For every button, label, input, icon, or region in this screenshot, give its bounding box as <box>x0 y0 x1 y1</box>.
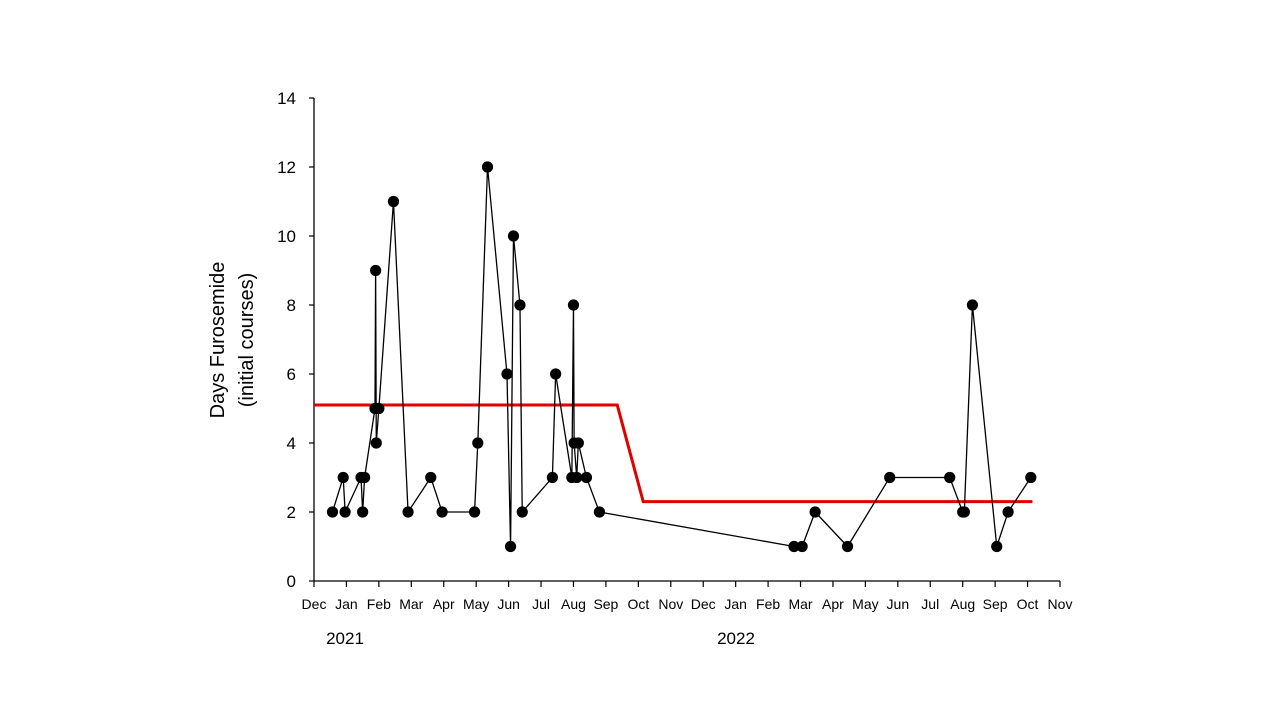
x-tick-label: Sep <box>983 596 1008 612</box>
year-label-2022: 2022 <box>717 629 755 648</box>
data-point <box>809 506 821 518</box>
y-tick-label: 2 <box>287 503 296 522</box>
data-point <box>436 506 448 518</box>
x-tick-label: Jun <box>497 596 520 612</box>
x-tick-label: Apr <box>822 596 844 612</box>
y-tick-label: 8 <box>287 296 296 315</box>
data-point <box>546 471 558 484</box>
reference-line <box>314 403 1033 504</box>
data-point <box>991 540 1003 553</box>
x-tick-label: Mar <box>788 596 812 612</box>
x-tick-label: Aug <box>950 596 975 612</box>
x-tick-label: Aug <box>561 596 586 612</box>
data-point <box>1025 471 1037 484</box>
y-tick-label: 12 <box>277 158 296 177</box>
x-tick-label: Jan <box>335 596 358 612</box>
data-point <box>373 402 385 415</box>
data-point <box>370 437 382 449</box>
series-group <box>326 161 1037 553</box>
y-tick-label: 6 <box>287 365 296 384</box>
data-point <box>468 506 481 518</box>
x-tick-label: Nov <box>1048 596 1073 612</box>
data-point <box>841 540 854 553</box>
data-point <box>472 437 484 449</box>
x-tick-label: Sep <box>593 596 618 612</box>
data-point <box>572 437 584 449</box>
data-point <box>516 506 528 518</box>
data-point <box>788 540 800 553</box>
data-point <box>966 299 979 311</box>
x-tick-label: Feb <box>367 596 391 612</box>
data-point <box>402 506 414 518</box>
data-point <box>550 368 562 380</box>
data-point <box>337 471 349 484</box>
x-tick-label: Dec <box>302 596 327 612</box>
x-tick-label: May <box>852 596 878 612</box>
data-point <box>425 471 437 484</box>
data-point <box>593 506 606 518</box>
x-tick-label: Jul <box>532 596 550 612</box>
data-point <box>358 471 371 484</box>
x-tick-label: Jan <box>724 596 747 612</box>
data-point <box>514 299 526 311</box>
x-tick-label: Dec <box>691 596 716 612</box>
x-tick-label: Nov <box>658 596 683 612</box>
data-point <box>507 230 520 242</box>
x-tick-label: Apr <box>433 596 455 612</box>
y-axis-label-line2: (initial courses) <box>236 273 258 407</box>
y-tick-label: 0 <box>287 572 296 591</box>
data-point <box>357 506 369 518</box>
reference-line-group <box>314 403 1033 504</box>
data-point <box>571 471 583 484</box>
data-point <box>326 506 339 518</box>
y-tick-label: 10 <box>277 227 296 246</box>
data-point <box>944 471 956 484</box>
x-tick-label: Oct <box>1017 596 1039 612</box>
data-point <box>958 506 970 518</box>
axes: 0 2 4 6 8 10 12 14 Dec Jan Feb Mar Apr May Jun Jul Aug Se… <box>277 89 1072 612</box>
x-tick-label: Oct <box>627 596 649 612</box>
x-tick-label: Feb <box>756 596 780 612</box>
x-tick-label: May <box>463 596 489 612</box>
data-point <box>387 195 400 208</box>
year-label-2021: 2021 <box>326 629 364 648</box>
y-tick-label: 14 <box>277 89 296 108</box>
data-point <box>884 471 896 484</box>
data-point <box>481 161 494 173</box>
x-tick-label: Jun <box>887 596 910 612</box>
data-point <box>501 368 513 380</box>
x-tick-label: Jul <box>921 596 939 612</box>
data-point <box>567 299 580 311</box>
x-tick-label: Mar <box>399 596 423 612</box>
data-point <box>504 540 517 553</box>
data-point <box>339 506 351 518</box>
data-point <box>370 264 382 277</box>
data-point <box>580 471 593 484</box>
y-tick-label: 4 <box>287 434 296 453</box>
y-axis-label-line1: Days Furosemide <box>207 262 229 419</box>
data-point <box>1002 506 1014 518</box>
series-line <box>331 166 1032 548</box>
data-point <box>796 540 808 553</box>
